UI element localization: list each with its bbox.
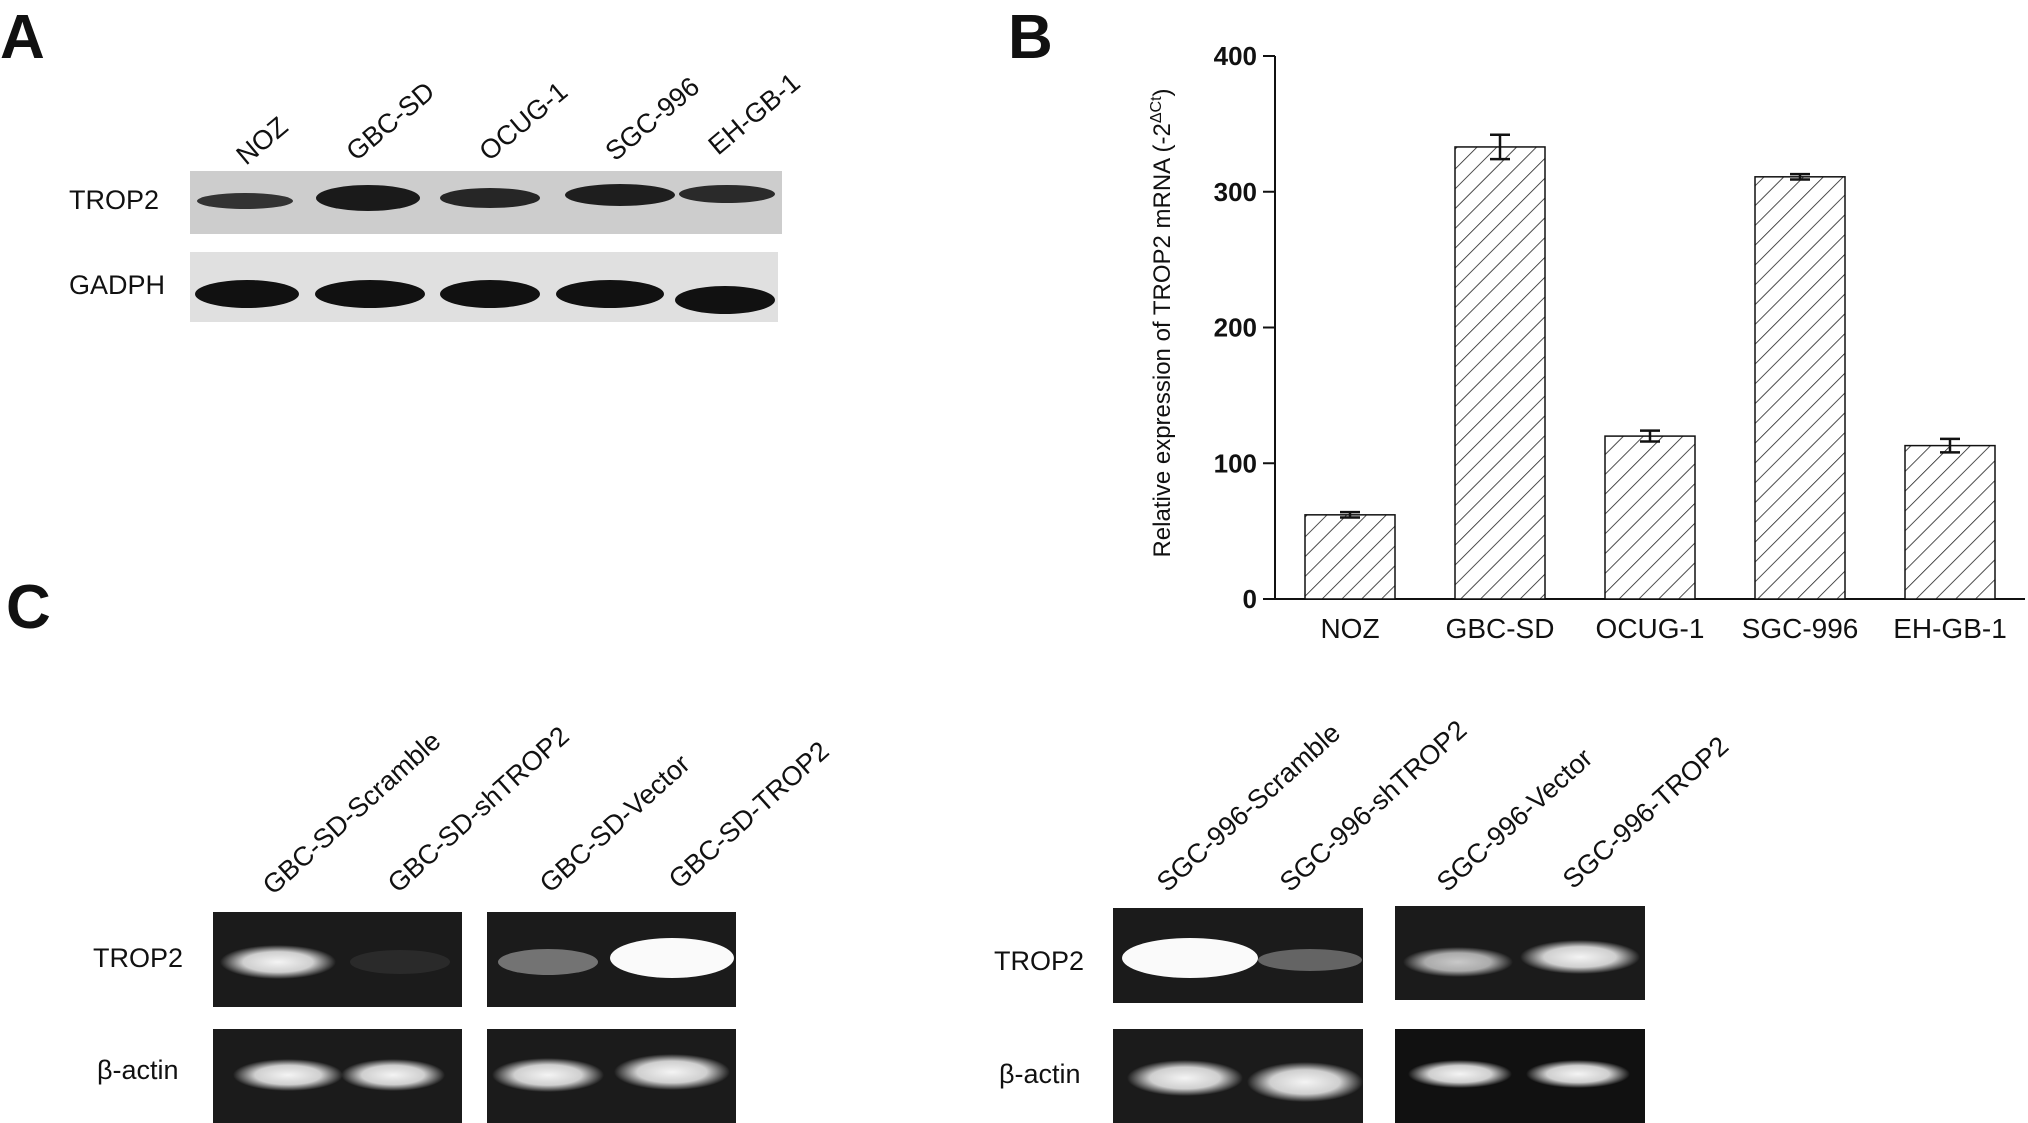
lane-label: GBC-SD — [341, 76, 441, 166]
error-bar — [1490, 133, 1510, 161]
bar — [1754, 176, 1846, 600]
error-bar — [1340, 510, 1360, 519]
row-label: GADPH — [69, 270, 165, 300]
western-blot: NOZ GBC-SD OCUG-1 SGC-996 EH-GB-1 TROP2 … — [69, 67, 806, 322]
error-bar — [1790, 172, 1810, 181]
y-tick-label: 300 — [1214, 177, 1257, 207]
lane-label: EH-GB-1 — [703, 67, 806, 160]
y-axis-label: Relative expression of TROP2 mRNA (-2ΔCt… — [1148, 88, 1176, 557]
row-label: β-actin — [97, 1055, 179, 1085]
x-tick-label: EH-GB-1 — [1893, 613, 2007, 644]
x-tick-label: SGC-996 — [1742, 613, 1859, 644]
lane-label: NOZ — [231, 111, 294, 171]
x-tick-label: OCUG-1 — [1596, 613, 1705, 644]
lane-label: GBC-SD-TROP2 — [663, 736, 835, 895]
x-tick-label: NOZ — [1320, 613, 1379, 644]
y-tick-label: 100 — [1214, 448, 1257, 478]
row-label: β-actin — [999, 1059, 1081, 1089]
panel-label: C — [6, 573, 51, 642]
y-tick-label: 400 — [1214, 41, 1257, 71]
panel-label: B — [1008, 3, 1053, 72]
gel-right: SGC-996-Scramble SGC-996-shTROP2 SGC-996… — [994, 715, 1734, 1123]
row-label: TROP2 — [93, 943, 183, 973]
lane-label: SGC-996 — [600, 71, 706, 166]
gel-left: GBC-SD-Scramble GBC-SD-shTROP2 GBC-SD-Ve… — [93, 721, 835, 1123]
y-axis-label-main: Relative expression of TROP2 mRNA (-2 — [1149, 123, 1176, 557]
bar — [1604, 435, 1696, 600]
bar — [1904, 444, 1996, 600]
row-label: TROP2 — [994, 946, 1084, 976]
error-bar — [1940, 437, 1960, 454]
x-tick-label: GBC-SD — [1446, 613, 1555, 644]
error-bar — [1640, 429, 1660, 443]
y-tick-label: 200 — [1214, 313, 1257, 343]
y-axis-label-sup: ΔCt — [1148, 96, 1165, 123]
bar — [1454, 146, 1546, 600]
row-label: TROP2 — [69, 185, 159, 215]
y-tick-label: 0 — [1243, 584, 1257, 614]
panel-label: A — [0, 3, 45, 72]
lane-label: OCUG-1 — [474, 76, 574, 166]
bar — [1304, 514, 1396, 600]
y-axis-label-end: ) — [1149, 88, 1176, 96]
